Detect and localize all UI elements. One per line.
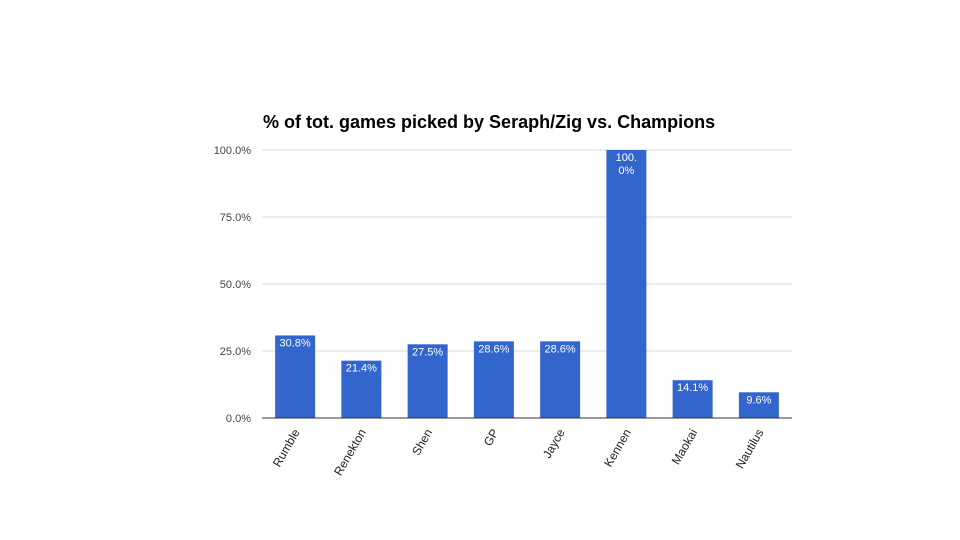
bar-nautilus <box>738 392 779 418</box>
bar-gp <box>473 341 514 418</box>
x-tick-label: Renekton <box>331 427 369 478</box>
bar-jayce <box>540 341 581 418</box>
bars <box>275 150 779 418</box>
y-tick-label: 75.0% <box>220 212 251 224</box>
x-tick-label: Shen <box>409 427 435 458</box>
bar-rumble <box>275 335 316 418</box>
y-tick-label: 25.0% <box>220 346 251 358</box>
data-labels: 30.8% 21.4% 27.5% 28.6% 28.6% 100. 0% 14.1% 9.6% <box>280 152 772 406</box>
bar-shen <box>407 344 448 418</box>
x-tick-label: Rumble <box>270 426 303 469</box>
y-tick-label: 0.0% <box>226 413 251 425</box>
x-tick-label: GP <box>481 427 502 449</box>
x-tick-label: Kennen <box>601 427 634 470</box>
data-label: 27.5% <box>412 346 443 358</box>
data-label: 100. 0% <box>616 152 637 177</box>
data-label: 21.4% <box>346 363 377 375</box>
bar-renekton <box>341 360 382 418</box>
data-label: 28.6% <box>478 343 509 355</box>
data-label: 9.6% <box>746 394 771 406</box>
x-axis-labels: Rumble Renekton Shen GP Jayce Kennen Maokai Nau… <box>270 426 767 478</box>
bar-kennen <box>606 150 647 418</box>
x-tick-label: Nautilus <box>733 427 767 472</box>
chart-title: % of tot. games picked by Seraph/Zig vs.… <box>263 112 715 132</box>
data-label: 30.8% <box>280 337 311 349</box>
data-label: 14.1% <box>677 382 708 394</box>
data-label: 28.6% <box>545 343 576 355</box>
bar-maokai <box>672 380 713 418</box>
x-tick-label: Maokai <box>669 427 700 468</box>
y-tick-label: 100.0% <box>214 145 252 157</box>
y-axis-ticks: 0.0% 25.0% 50.0% 75.0% 100.0% <box>214 145 252 425</box>
x-tick-label: Jayce <box>540 426 568 460</box>
y-tick-label: 50.0% <box>220 279 251 291</box>
